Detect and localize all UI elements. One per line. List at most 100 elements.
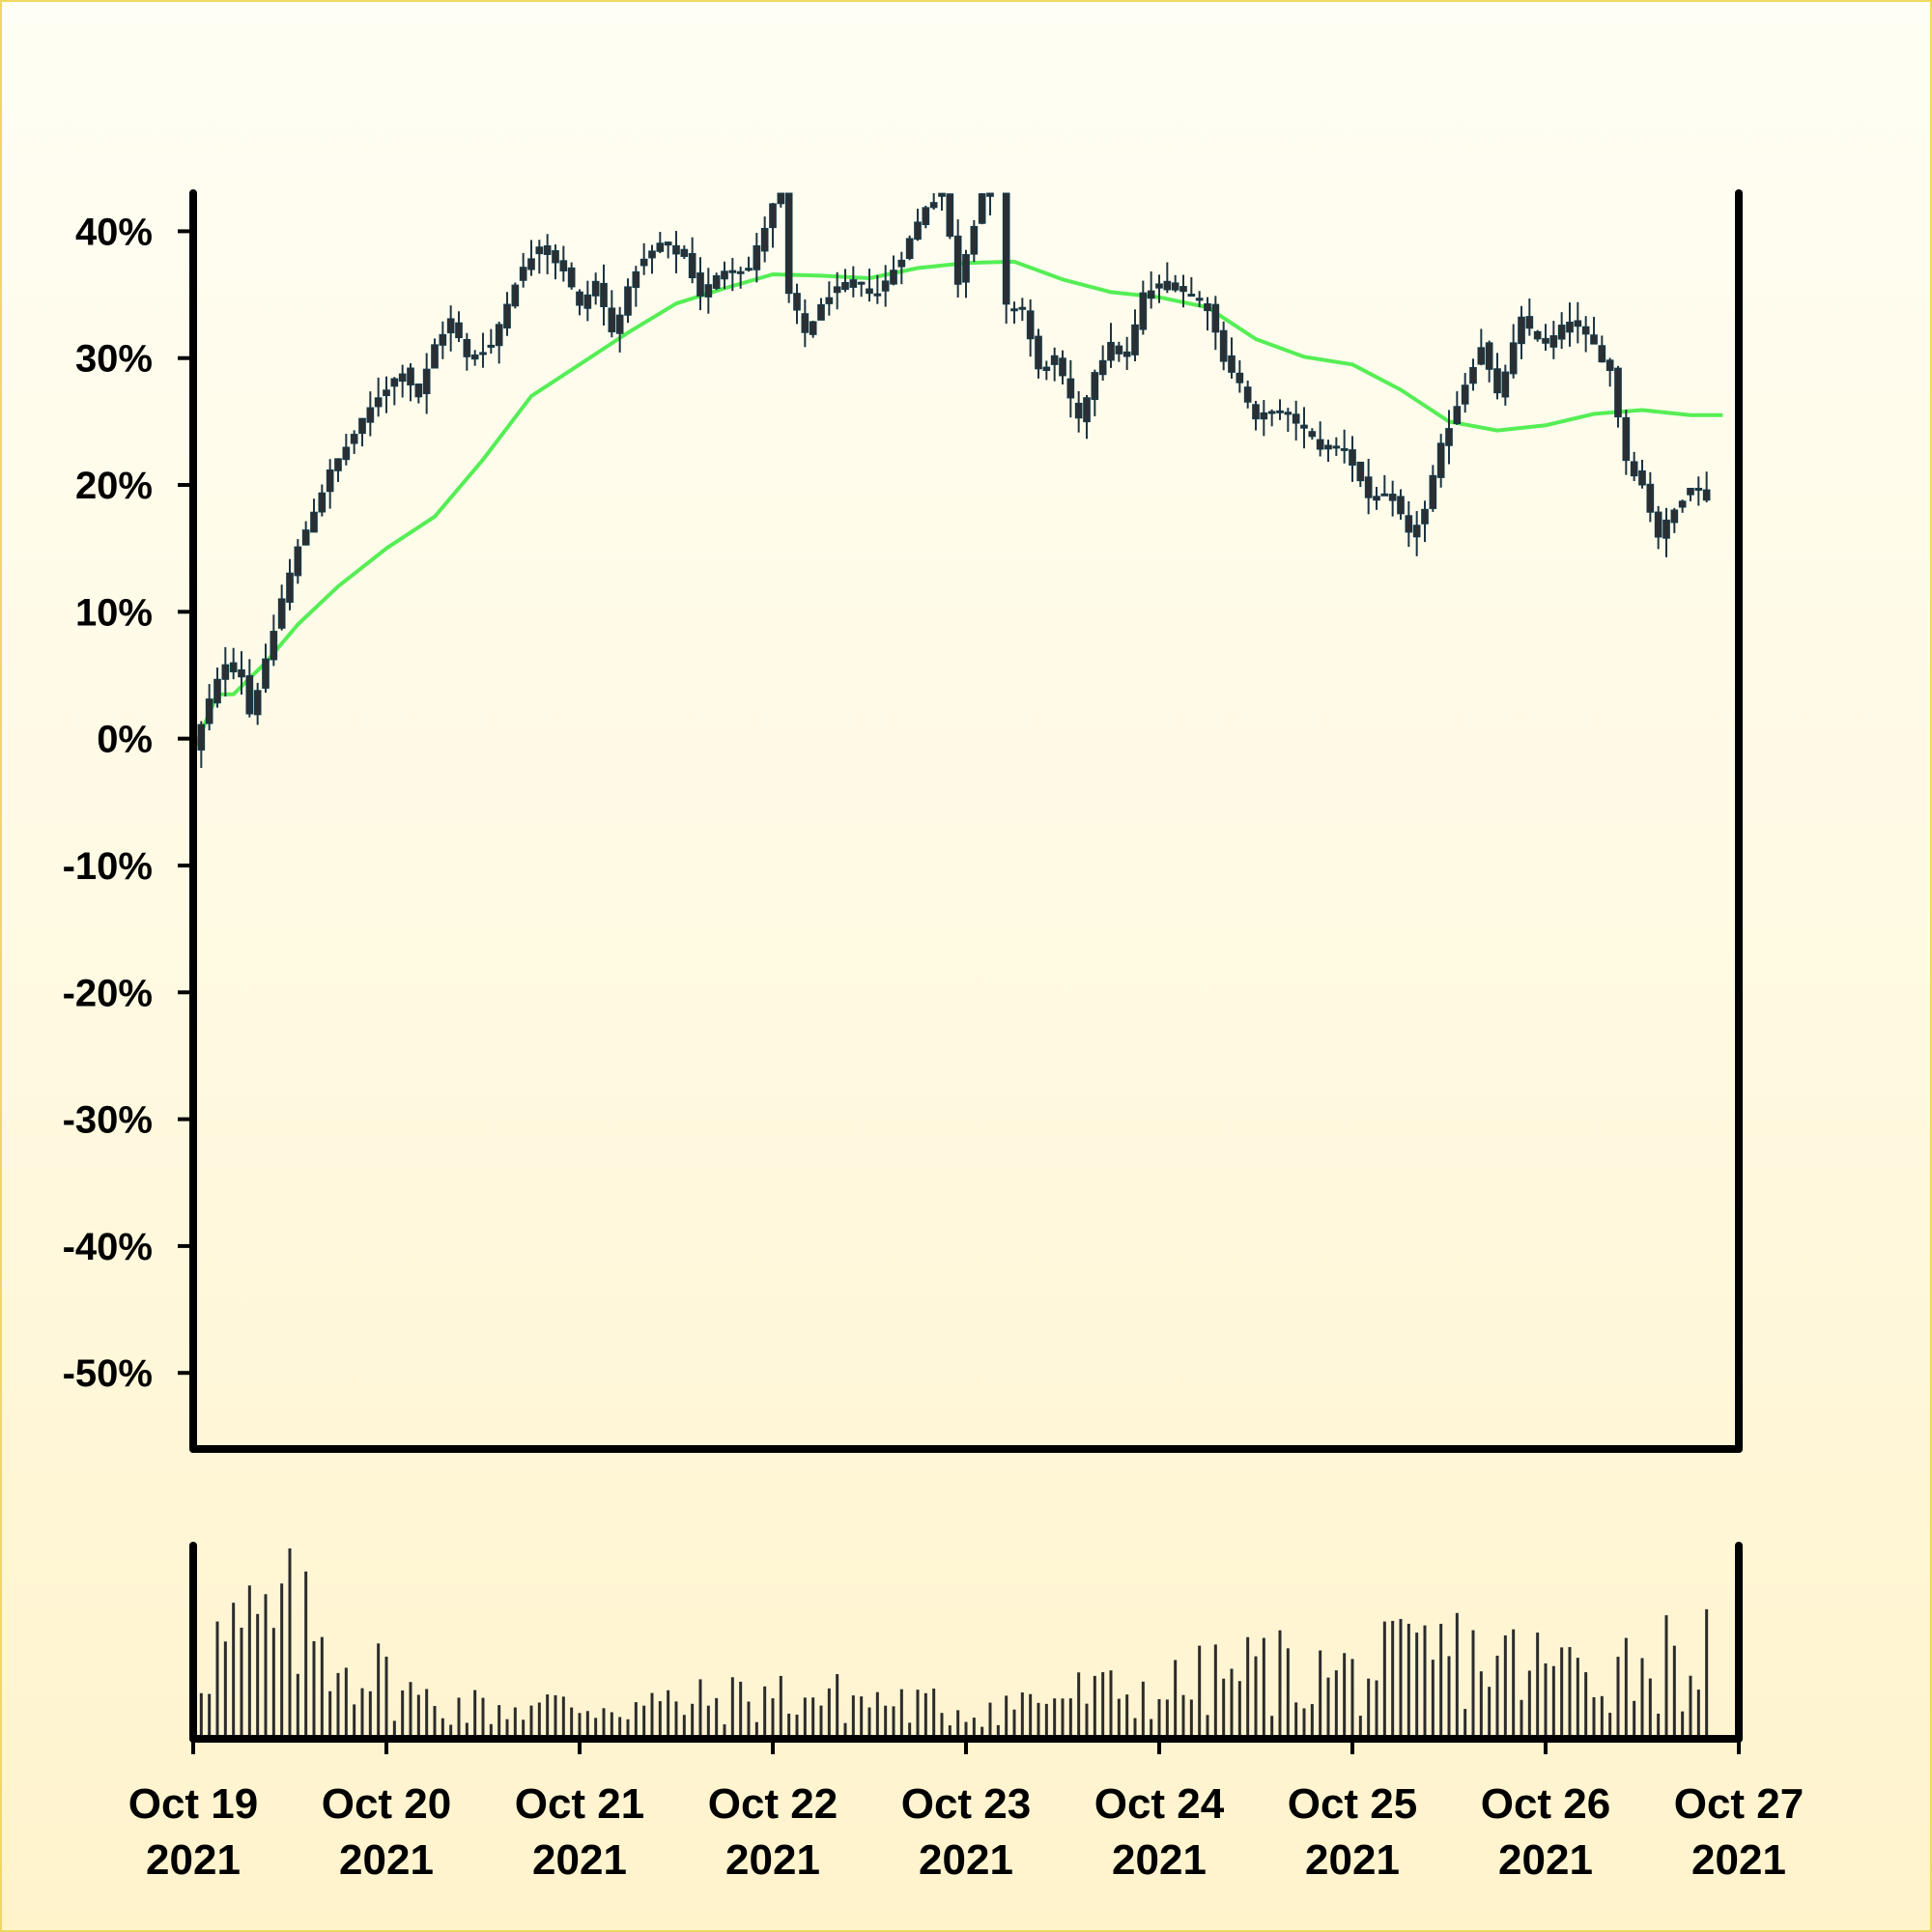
x-axis-ticks: Oct 19 2021 Oct 20 2021 Oct 21 2021 Oct 22 2021… [128,1739,1804,1884]
x-tick-label-month: Oct 26 [1481,1780,1611,1828]
x-tick-label: Oct 20 2021 [322,1780,452,1884]
candle-body [1373,496,1380,501]
volume-bar [1254,1656,1258,1739]
volume-bar [875,1691,879,1739]
x-tick-label: Oct 22 2021 [708,1780,838,1884]
candle-body [672,244,680,255]
volume-bar [554,1694,557,1739]
x-tick-label-year: 2021 [725,1836,820,1884]
volume-bar [706,1705,710,1739]
candle-body [1436,442,1445,478]
candle-body [567,267,576,288]
candle-body [1687,487,1694,496]
candle-body [1107,341,1115,361]
y-tick-label: 20% [75,465,153,507]
candle-body [769,203,777,229]
candle-body [1364,476,1373,498]
candle-body [1356,461,1365,482]
volume-bar [674,1701,678,1739]
volume-bar [497,1705,501,1739]
volume-bar [642,1705,646,1739]
candle-body [866,288,873,295]
y-tick-label: -10% [63,845,153,888]
volume-bar [585,1711,589,1739]
candle-body [1678,500,1687,508]
candle-body [1163,280,1172,291]
volume-bar [288,1548,292,1739]
volume-bar [1399,1618,1403,1739]
candle-body [1638,469,1646,486]
candle-body [639,258,648,267]
x-tick-label-year: 2021 [1112,1836,1207,1884]
candle-body [1445,428,1453,446]
candle-body [1050,355,1059,365]
volume-bar [1551,1665,1555,1739]
candle-body [398,373,407,383]
volume-bar [1053,1698,1057,1739]
candle-body [1646,483,1655,513]
volume-bar [1029,1693,1033,1739]
candle-body [1010,308,1018,312]
volume-bar [964,1721,968,1739]
candle-body [366,407,375,423]
candle-body [1397,496,1405,515]
volume-bar [1286,1648,1290,1739]
x-tick-label: Oct 19 2021 [128,1780,259,1884]
candle-body [1469,367,1477,384]
candle-body [784,192,793,295]
candle-body [1074,402,1083,419]
candle-body [1179,286,1187,293]
candle-body [463,338,471,357]
candle-body [301,529,310,546]
candle-body [1605,359,1614,371]
x-tick-label-year: 2021 [1498,1836,1593,1884]
volume-bar [1302,1708,1306,1739]
volume-bar [1367,1678,1371,1739]
candle-body [358,417,366,435]
candle-body [1115,345,1123,355]
candle-body [1453,406,1462,425]
volume-bar [1495,1655,1499,1739]
candle-body [270,631,278,661]
volume-bar [916,1690,920,1739]
volume-bar [754,1721,758,1739]
candle-body [1276,410,1284,413]
volume-bar [1077,1672,1081,1739]
candle-body [205,698,213,724]
x-tick-label: Oct 23 2021 [901,1780,1032,1884]
volume-bar [570,1707,574,1739]
x-tick-label: Oct 24 2021 [1094,1780,1225,1884]
candle-body [1549,335,1558,348]
volume-bar [1350,1659,1354,1739]
volume-bar [667,1690,670,1739]
volume-bar [1157,1698,1161,1739]
volume-bar [1600,1695,1604,1739]
candle-body [1187,294,1196,298]
volume-bar [843,1722,847,1739]
candle-body [576,291,583,306]
x-tick-label: Oct 26 2021 [1481,1780,1611,1884]
candle-body [1388,494,1397,501]
volume-bar [730,1677,734,1739]
volume-bar [449,1724,453,1739]
volume-bar [1230,1668,1234,1739]
y-axis-ticks: 40% 30% 20% 10% 0% -10% -20% -30% -40% -50% [63,211,193,1395]
volume-bar [1633,1700,1636,1739]
volume-bar [860,1696,864,1739]
candle-body [1461,384,1469,405]
x-tick-label-month: Oct 24 [1094,1780,1225,1828]
volume-bar [561,1696,565,1739]
candle-body [745,268,753,271]
volume-bar [932,1689,936,1739]
candle-body [1598,345,1606,363]
candle-body [1614,367,1622,418]
volume-bar [1375,1680,1378,1739]
volume-bar [384,1656,388,1739]
volume-bar [223,1641,227,1739]
candle-body [310,511,318,533]
candle-body [1581,326,1590,335]
candle-body [527,258,535,270]
volume-bar [1576,1658,1579,1739]
volume-bar [892,1706,895,1739]
volume-bar [602,1708,606,1739]
